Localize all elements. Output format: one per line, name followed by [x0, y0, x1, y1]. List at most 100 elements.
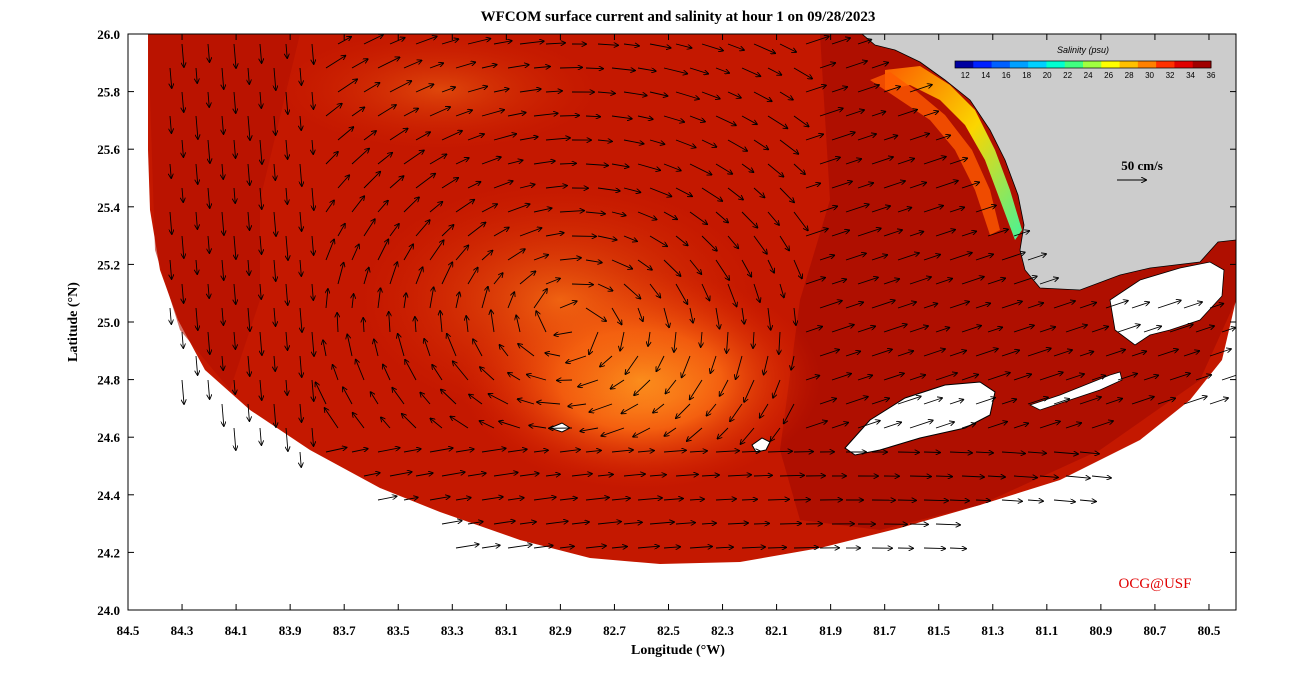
- current-vector: [559, 163, 576, 164]
- current-vector: [300, 355, 302, 377]
- current-vector: [935, 476, 952, 477]
- current-vector: [1105, 301, 1128, 309]
- current-vector: [481, 287, 488, 309]
- current-vector: [545, 474, 560, 476]
- colorbar-swatch: [1119, 61, 1139, 68]
- current-vector: [909, 476, 931, 477]
- current-vector: [975, 349, 998, 357]
- current-vector: [831, 230, 849, 237]
- current-vector: [363, 131, 376, 141]
- x-tick-label: 82.9: [549, 623, 572, 638]
- current-vector: [831, 374, 851, 381]
- current-vector: [597, 474, 613, 476]
- current-vector: [493, 134, 516, 141]
- x-tick-label: 82.7: [603, 623, 626, 638]
- current-vector: [1209, 349, 1231, 357]
- current-vector: [727, 523, 748, 524]
- colorbar-tick-label: 16: [1002, 71, 1011, 80]
- current-vector: [1065, 325, 1087, 333]
- current-vector: [545, 233, 564, 237]
- current-vector: [467, 223, 485, 237]
- current-vector: [312, 139, 313, 154]
- current-vector: [975, 205, 996, 213]
- current-vector: [337, 127, 353, 141]
- current-vector: [909, 134, 929, 141]
- current-vector: [363, 35, 383, 45]
- current-vector: [715, 259, 729, 280]
- current-vector: [663, 115, 684, 122]
- current-vector: [597, 522, 621, 524]
- current-vector: [403, 61, 421, 69]
- current-vector: [351, 149, 369, 165]
- current-vector: [415, 84, 433, 93]
- current-vector: [923, 255, 940, 261]
- current-vector: [286, 235, 288, 260]
- current-vector: [845, 302, 863, 309]
- current-vector: [909, 183, 926, 189]
- current-vector: [1221, 328, 1235, 333]
- colorbar-tick-label: 18: [1022, 71, 1031, 80]
- x-tick-label: 84.3: [171, 623, 194, 638]
- current-vector: [675, 139, 696, 148]
- current-vector: [623, 522, 642, 524]
- current-vector: [897, 351, 913, 357]
- current-vector: [519, 228, 542, 237]
- current-vector: [883, 87, 900, 93]
- current-vector: [377, 240, 388, 261]
- current-vector: [429, 107, 450, 117]
- current-vector: [634, 379, 651, 395]
- current-vector: [597, 283, 613, 291]
- current-vector: [767, 115, 787, 128]
- current-vector: [182, 283, 184, 303]
- colorbar-swatch: [955, 61, 974, 68]
- current-vector: [715, 499, 736, 500]
- current-vector: [909, 326, 928, 333]
- current-vector: [260, 43, 262, 63]
- current-vector: [883, 136, 897, 141]
- current-vector: [589, 331, 599, 354]
- current-vector: [533, 450, 548, 452]
- current-vector: [949, 302, 969, 309]
- y-tick-label: 24.2: [97, 545, 120, 560]
- current-vector: [623, 139, 644, 144]
- y-tick-label: 24.0: [97, 603, 120, 618]
- current-vector: [571, 474, 592, 476]
- current-vector: [300, 451, 301, 467]
- current-vector: [507, 545, 532, 549]
- current-vector: [343, 387, 353, 405]
- current-vector: [687, 427, 703, 441]
- current-vector: [516, 315, 521, 333]
- current-vector: [196, 307, 198, 330]
- current-vector: [480, 367, 495, 381]
- current-vector: [987, 229, 1008, 237]
- current-vector: [559, 67, 582, 68]
- current-vector: [923, 548, 945, 549]
- current-vector: [1131, 302, 1149, 309]
- current-vector: [559, 211, 584, 212]
- current-vector: [727, 187, 743, 200]
- current-vector: [753, 331, 754, 348]
- current-vector: [1013, 276, 1037, 285]
- x-tick-label: 83.7: [333, 623, 356, 638]
- florida-mainland: [861, 34, 1236, 291]
- current-vector: [689, 67, 708, 74]
- current-vector: [415, 36, 437, 45]
- current-vector: [689, 451, 707, 452]
- current-vector: [260, 379, 262, 400]
- current-vector: [300, 211, 302, 231]
- x-tick-label: 80.9: [1090, 623, 1113, 638]
- scale-vector-label: 50 cm/s: [1121, 158, 1163, 173]
- current-vector: [170, 211, 172, 234]
- colorbar-swatch: [1101, 61, 1121, 68]
- current-vector: [779, 283, 784, 297]
- current-vector: [637, 115, 653, 119]
- current-vector: [170, 115, 171, 133]
- current-vector: [741, 163, 753, 172]
- current-vector: [831, 279, 846, 285]
- current-vector: [381, 417, 391, 429]
- x-tick-label: 80.5: [1198, 623, 1221, 638]
- current-vector: [701, 187, 722, 201]
- current-vector: [819, 301, 842, 309]
- current-vector: [718, 427, 729, 439]
- current-vector: [1079, 500, 1096, 502]
